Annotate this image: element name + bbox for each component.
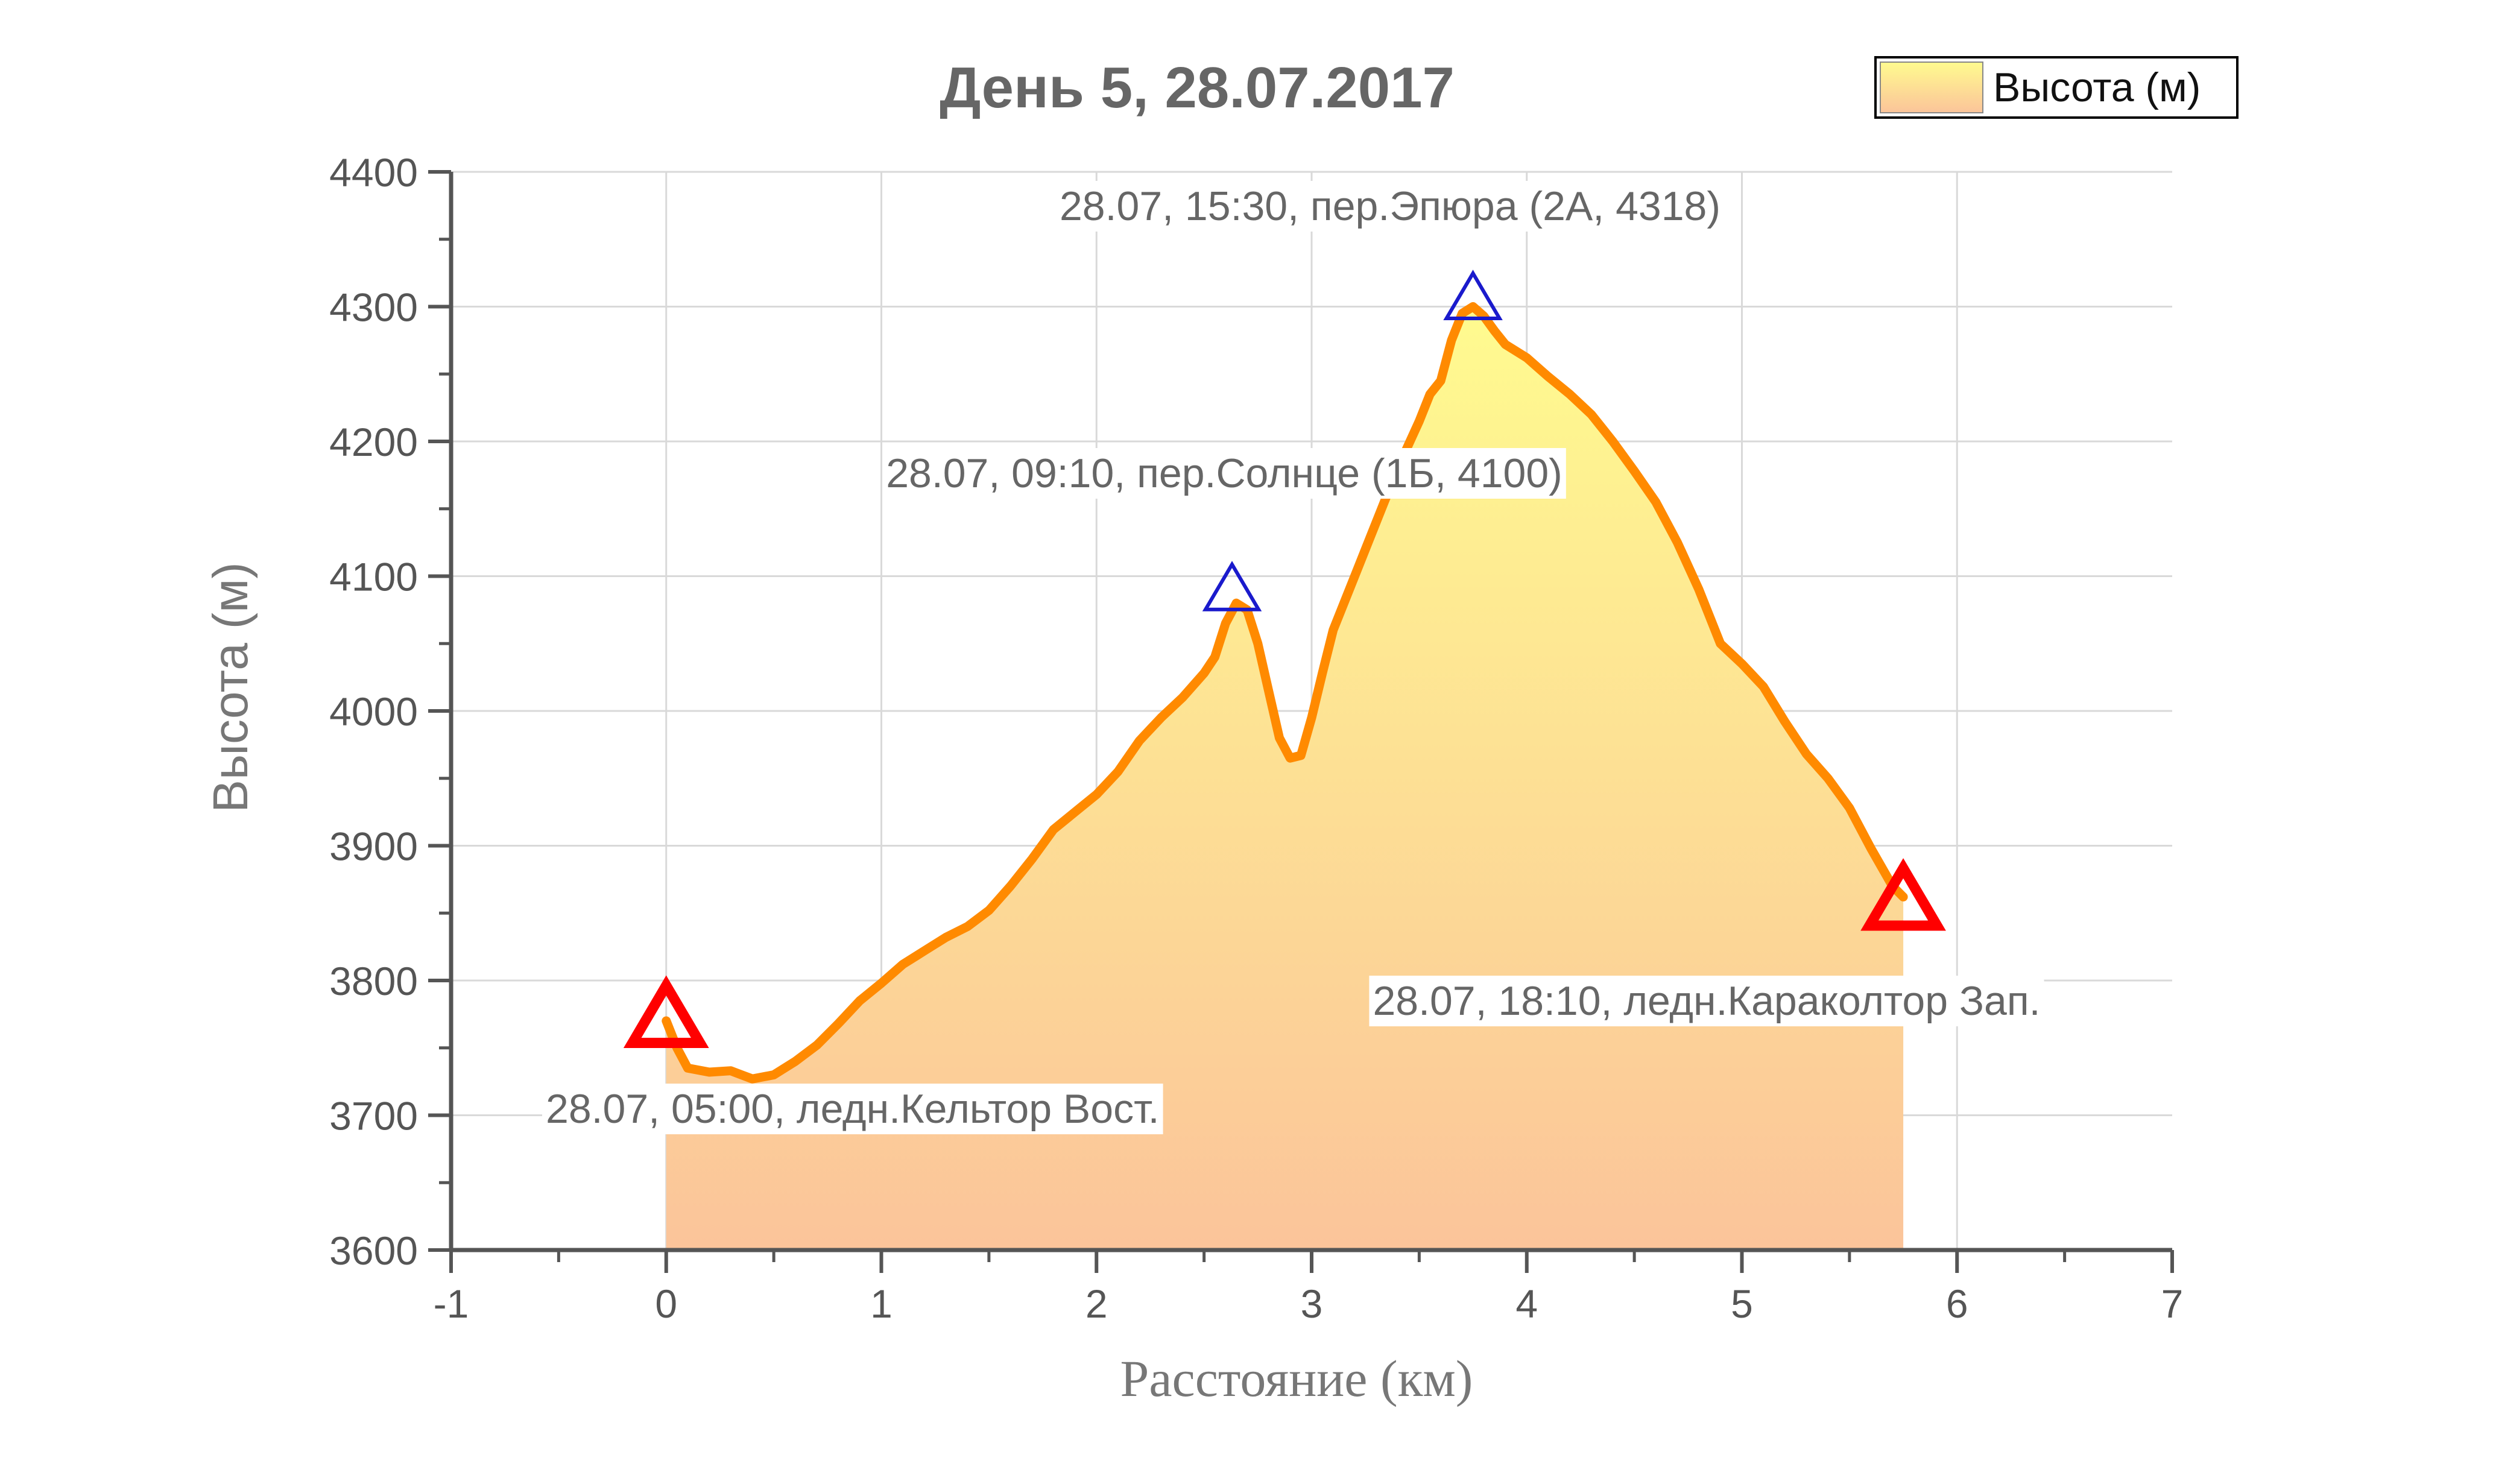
route-markers — [623, 270, 1946, 1048]
x-axis-label: Расстояние (км) — [1120, 1350, 1473, 1407]
x-tick-label: 3 — [1301, 1281, 1323, 1326]
annotation-label: 28.07, 18:10, ледн.Караколтор Зап. — [1373, 978, 2040, 1024]
annotation-label: 28.07, 09:10, пер.Солнце (1Б, 4100) — [886, 450, 1562, 496]
x-tick-label: 0 — [655, 1281, 677, 1326]
tick-labels: -1 0 1 2 3 4 5 6 7 3600 3700 3800 3900 4000 4100 4200 43… — [329, 150, 2183, 1326]
annotation-background — [542, 1084, 1163, 1134]
y-tick-label: 3600 — [329, 1228, 418, 1273]
legend-label: Высота (м) — [1993, 65, 2201, 110]
legend-swatch — [1880, 62, 1983, 113]
x-tick-label: 6 — [1946, 1281, 1968, 1326]
annotation-label: 28.07, 05:00, ледн.Кельтор Вост. — [546, 1086, 1160, 1132]
x-tick-label: 7 — [2161, 1281, 2184, 1326]
axes — [428, 170, 2174, 1273]
y-tick-label: 4000 — [329, 689, 418, 734]
start-marker — [623, 975, 709, 1048]
annotation-label: 28.07, 15:30, пер.Эпюра (2А, 4318) — [1060, 183, 1720, 229]
end-marker — [1860, 858, 1946, 931]
y-tick-label: 3800 — [329, 959, 418, 1003]
annotation-background — [1055, 181, 1725, 232]
x-tick-label: 1 — [870, 1281, 893, 1326]
annotation-background — [882, 448, 1566, 499]
x-tick-label: 5 — [1731, 1281, 1753, 1326]
chart-title: День 5, 28.07.2017 — [940, 55, 1455, 120]
pass-marker — [1202, 561, 1262, 611]
x-tick-label: 4 — [1515, 1281, 1538, 1326]
legend: Высота (м) — [1874, 56, 2239, 119]
y-tick-label: 4400 — [329, 150, 418, 195]
y-tick-label: 4200 — [329, 420, 418, 464]
y-tick-label: 4100 — [329, 555, 418, 599]
y-tick-label: 3700 — [329, 1094, 418, 1138]
x-tick-label: 2 — [1085, 1281, 1108, 1326]
x-tick-label: -1 — [434, 1281, 469, 1326]
y-tick-label: 3900 — [329, 824, 418, 869]
elevation-line — [662, 302, 1908, 1084]
y-axis-label: Высота (м) — [203, 562, 258, 812]
annotation-background — [1369, 976, 2044, 1026]
pass-marker — [1443, 270, 1503, 321]
annotations: 28.07, 05:00, ледн.Кельтор Вост. 28.07, 0… — [542, 181, 2044, 1134]
y-tick-label: 4300 — [329, 285, 418, 330]
